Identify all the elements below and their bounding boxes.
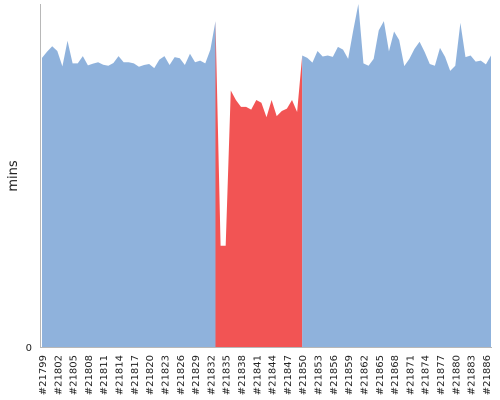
x-tick-label: #21868 [390,355,401,395]
x-tick-label: #21883 [467,355,478,395]
x-tick-label: #21811 [99,355,110,395]
x-tick-label: #21856 [329,355,340,395]
x-tick-label: #21799 [38,355,49,395]
x-tick-label: #21823 [160,355,171,395]
area-series-group [42,4,491,348]
x-tick-label: #21826 [176,355,187,395]
x-tick-label: #21847 [283,355,294,395]
x-tick-label: #21871 [405,355,416,395]
area-failing-builds [215,21,303,348]
area-passing-builds-2 [302,4,491,347]
y-tick-label-zero: 0 [26,343,32,354]
x-tick-label: #21877 [436,355,447,395]
x-tick-label: #21844 [268,355,279,395]
x-tick-label: #21880 [451,355,462,395]
area-passing-builds-1 [42,21,216,348]
x-tick-label: #21853 [314,355,325,395]
x-tick-label: #21841 [252,355,263,395]
x-tick-label: #21820 [145,355,156,395]
x-tick-label: #21832 [206,355,217,395]
x-tick-label: #21814 [115,355,126,395]
x-tick-label: #21859 [344,355,355,395]
x-tick-label: #21802 [53,355,64,395]
x-tick-label: #21829 [191,355,202,395]
x-tick-label: #21862 [359,355,370,395]
x-tick-label: #21838 [237,355,248,395]
x-tick-label: #21874 [421,355,432,395]
y-axis-label: mins [6,160,21,192]
x-tick-label: #21835 [222,355,233,395]
x-tick-label-group: #21799 #21802 #21805 #21808 #21811 #21814 #218… [38,355,493,395]
x-tick-label: #21886 [482,355,493,395]
x-tick-label: #21850 [298,355,309,395]
x-tick-label: #21817 [130,355,141,395]
x-tick-label: #21865 [375,355,386,395]
x-tick-label: #21808 [84,355,95,395]
x-tick-label: #21805 [69,355,80,395]
